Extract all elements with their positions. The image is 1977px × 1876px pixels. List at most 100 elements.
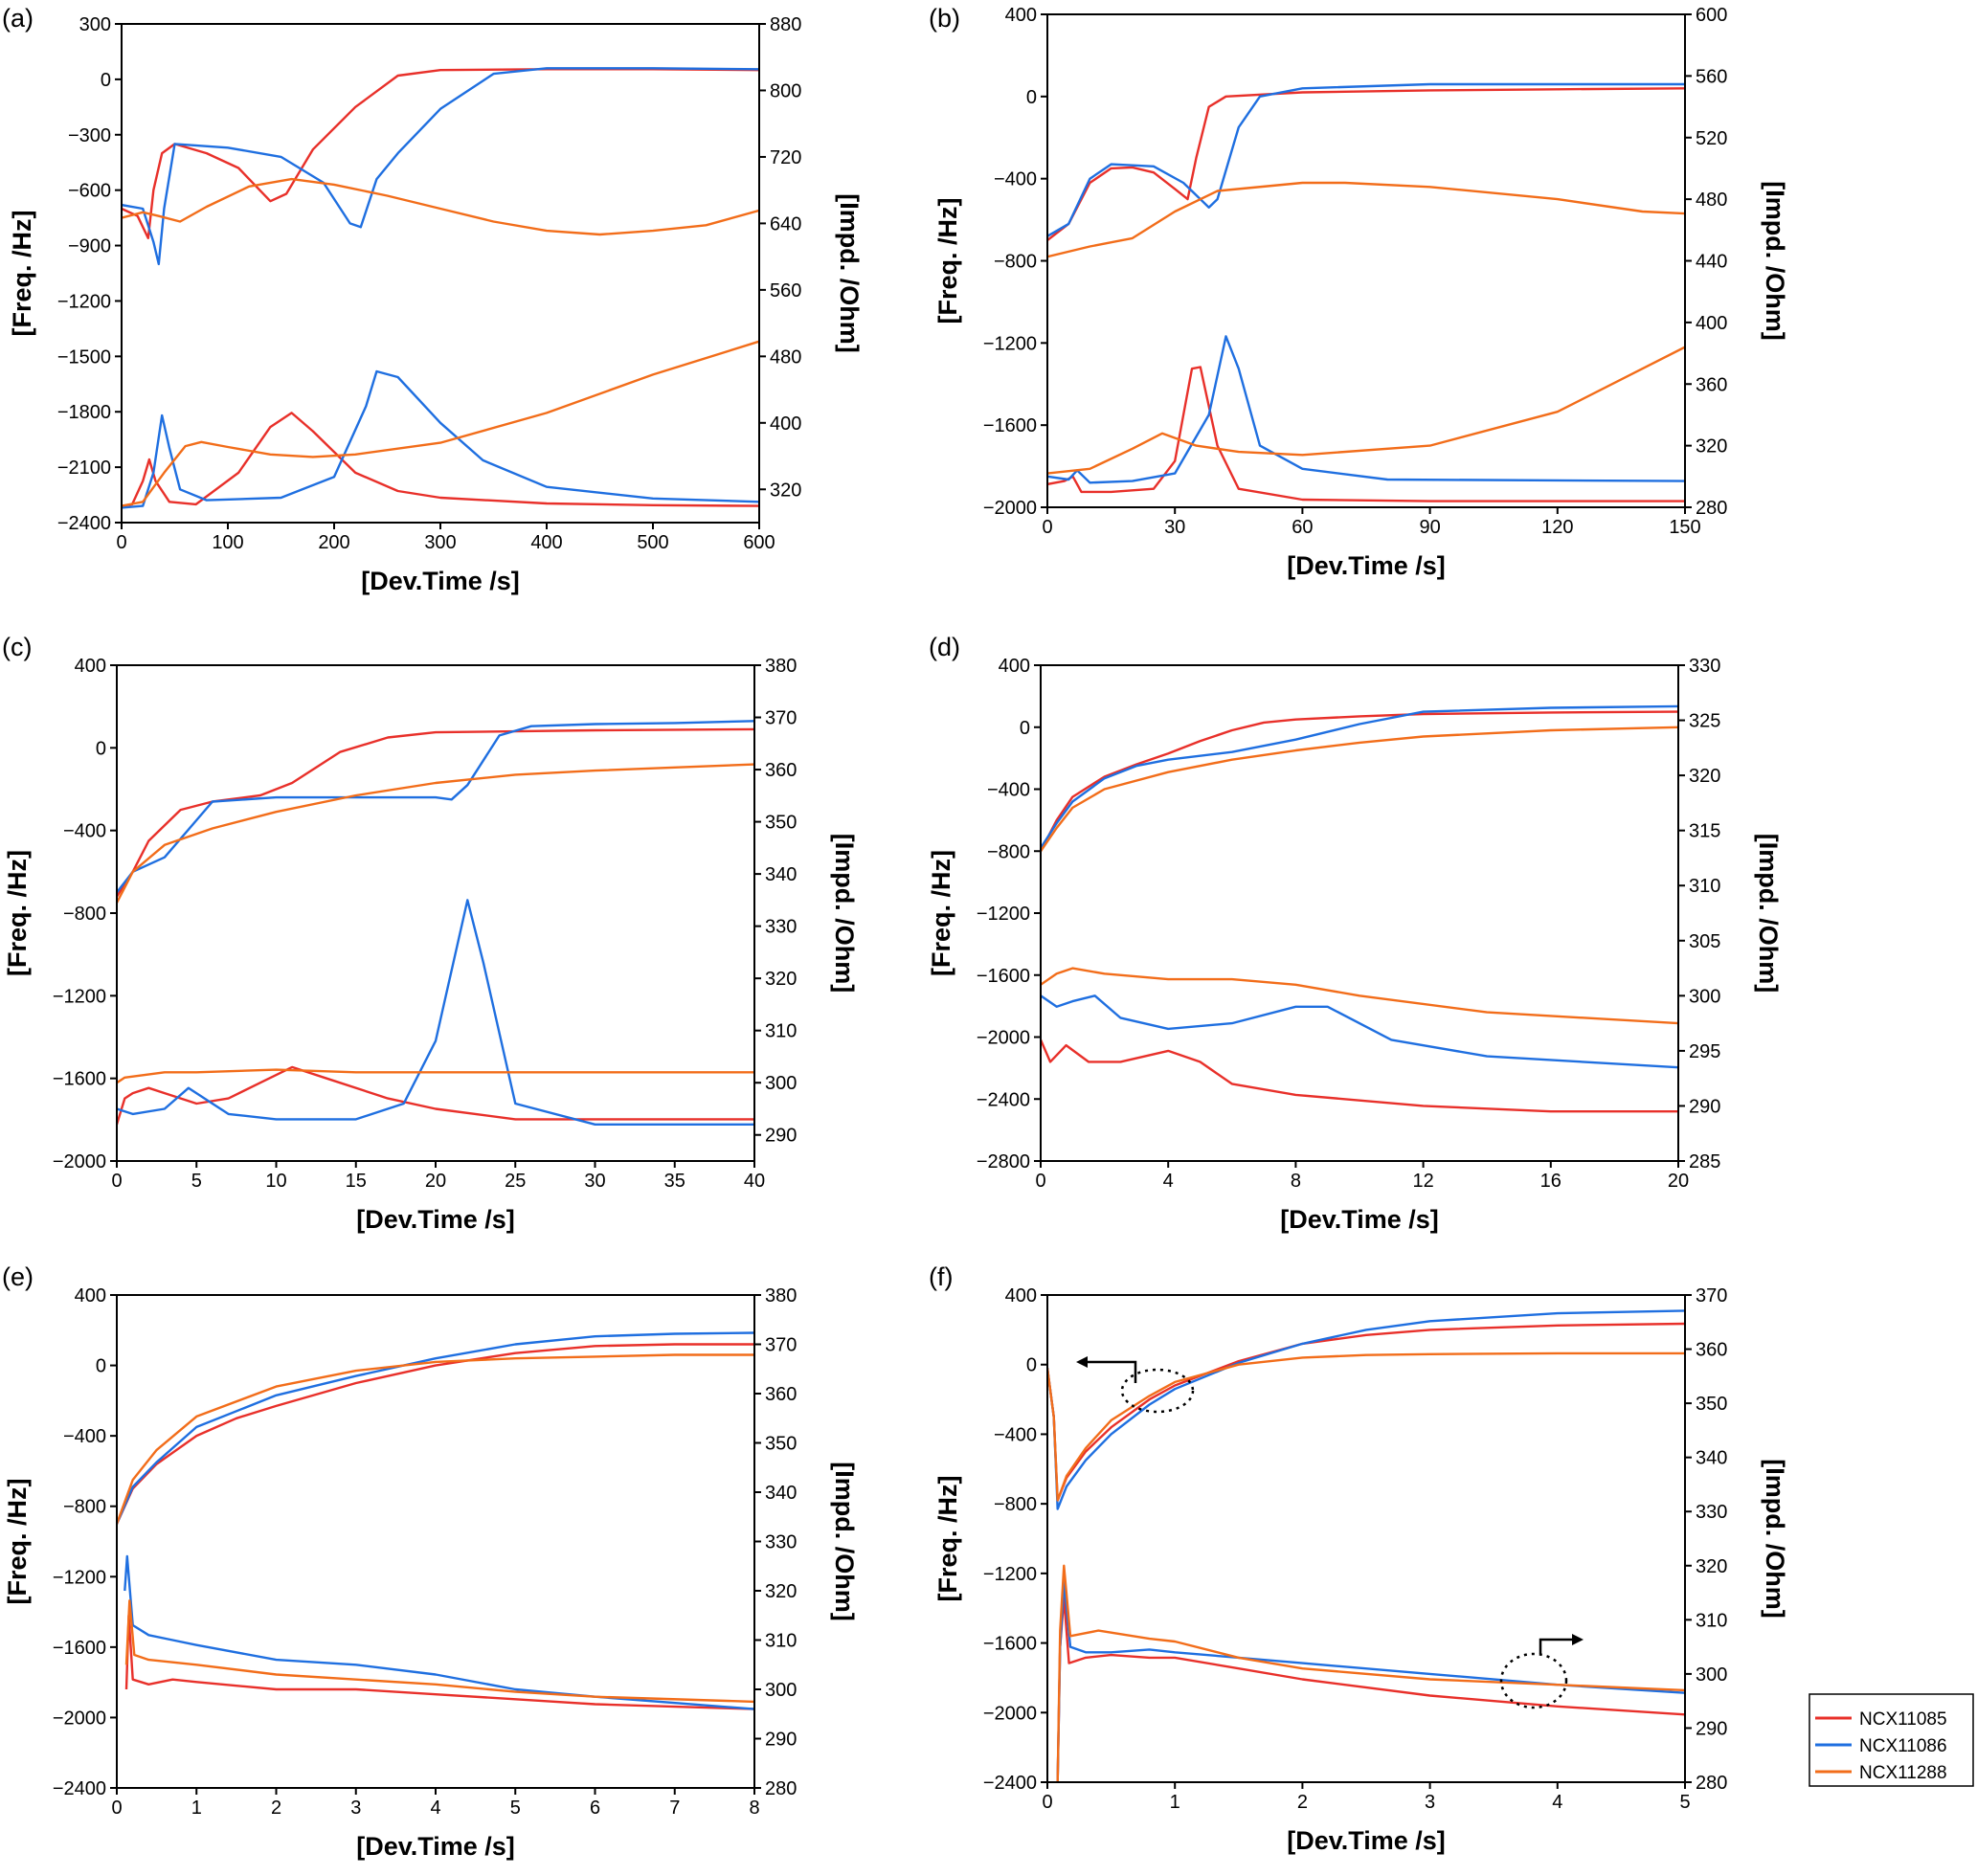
y2-tick-label: 320 [1689, 766, 1720, 787]
y-tick-label: 400 [1005, 5, 1037, 26]
x-axis-label: [Dev.Time /s] [1280, 1205, 1439, 1234]
series-line-ncx11086-y2 [117, 899, 754, 1126]
y2-tick-label: 370 [1696, 1285, 1727, 1306]
plot-frame [116, 664, 755, 1162]
panel-label: (e) [2, 1262, 34, 1291]
y2-tick-label: 370 [765, 1335, 797, 1356]
y2-tick-label: 280 [1696, 1773, 1727, 1794]
y-tick-label: −1200 [983, 333, 1037, 354]
y2-tick-label: 305 [1689, 931, 1720, 952]
y2-tick-label: 315 [1689, 821, 1720, 842]
chart-panel: (a) 0 100 200 300 400 500 600 −2400 −2100 −1800 −15… [2, 4, 864, 595]
series-line-ncx11085-y2 [124, 1614, 754, 1710]
series-line-ncx11288-y2 [122, 340, 759, 507]
y2-tick-label: 360 [765, 760, 797, 781]
x-tick-label: 1 [191, 1798, 202, 1819]
y2-tick-label: 380 [765, 1285, 797, 1306]
y2-axis-label: [Impd. /Ohm] [835, 193, 864, 352]
plot-frame [1046, 1294, 1686, 1783]
y-tick-label: 0 [1026, 87, 1037, 108]
x-tick-label: 0 [111, 1798, 122, 1819]
chart-panel: (f) 0 1 2 3 4 5 −2400 −2000 −1600 −1200 −800 −400 0 40… [929, 1262, 1789, 1855]
x-tick-label: 0 [1042, 517, 1052, 538]
chart-panel: (b) 0 30 60 90 120 150 −2000 −1600 −1200 −800 −400 0… [929, 4, 1789, 580]
y2-axis-label: [Impd. /Ohm] [1761, 1459, 1789, 1618]
y2-tick-label: 350 [1696, 1394, 1727, 1415]
x-tick-label: 0 [111, 1171, 122, 1192]
panel-label: (f) [929, 1262, 953, 1291]
x-tick-label: 150 [1669, 517, 1700, 538]
y2-tick-label: 300 [1689, 986, 1720, 1007]
series-line-ncx11086-y2 [1047, 335, 1685, 484]
y2-tick-label: 285 [1689, 1151, 1720, 1172]
x-tick-label: 2 [1297, 1792, 1308, 1813]
series-line-ncx11086-y [122, 67, 759, 266]
legend: NCX11085 NCX11086 NCX11288 [1809, 1693, 1974, 1787]
legend-label: NCX11288 [1859, 1763, 1947, 1783]
series-line-ncx11288-y2 [124, 1599, 754, 1704]
y2-tick-label: 320 [765, 969, 797, 990]
series-line-ncx11288-y2 [1041, 967, 1678, 1025]
x-tick-label: 400 [530, 532, 562, 553]
y-tick-label: −1200 [53, 1567, 106, 1588]
x-tick-label: 6 [590, 1798, 600, 1819]
y2-tick-label: 340 [1696, 1448, 1727, 1469]
x-tick-label: 8 [749, 1798, 759, 1819]
x-tick-label: 300 [424, 532, 456, 553]
y-tick-label: −1600 [977, 966, 1030, 987]
y-tick-label: −900 [68, 236, 111, 257]
y2-tick-label: 310 [765, 1631, 797, 1652]
y-tick-label: 400 [999, 656, 1030, 677]
x-axis-label: [Dev.Time /s] [356, 1832, 515, 1861]
y-tick-label: −1200 [977, 904, 1030, 925]
y2-tick-label: 300 [1696, 1664, 1727, 1686]
x-tick-label: 120 [1541, 517, 1573, 538]
y2-axis-label: [Impd. /Ohm] [830, 834, 859, 993]
series-line-ncx11086-y [1047, 1309, 1685, 1510]
y-tick-label: 0 [1026, 1355, 1037, 1376]
legend-label: NCX11085 [1859, 1709, 1947, 1730]
x-tick-label: 20 [1668, 1171, 1689, 1192]
x-tick-label: 60 [1292, 517, 1313, 538]
y-tick-label: −400 [994, 169, 1037, 190]
y2-tick-label: 480 [770, 346, 801, 368]
x-tick-label: 25 [505, 1171, 526, 1192]
series-line-ncx11086-y [117, 720, 754, 894]
y-axis-label: [Freq. /Hz] [3, 850, 32, 976]
y-tick-label: −2400 [977, 1089, 1030, 1110]
x-tick-label: 2 [271, 1798, 281, 1819]
y-tick-label: 0 [101, 70, 111, 91]
y-tick-label: −800 [994, 252, 1037, 273]
series-line-ncx11085-y2 [1056, 1597, 1685, 1782]
x-tick-label: 10 [265, 1171, 286, 1192]
y-tick-label: −1600 [983, 1634, 1037, 1655]
y2-tick-label: 640 [770, 213, 801, 234]
y2-tick-label: 310 [1689, 876, 1720, 897]
x-tick-label: 90 [1419, 517, 1440, 538]
y2-tick-label: 880 [770, 14, 801, 35]
x-tick-label: 12 [1412, 1171, 1433, 1192]
x-tick-label: 4 [1552, 1792, 1562, 1813]
series-line-ncx11085-y [117, 727, 754, 898]
x-tick-label: 500 [637, 532, 668, 553]
y-tick-label: −2800 [977, 1151, 1030, 1172]
x-tick-label: 100 [212, 532, 243, 553]
legend-label: NCX11086 [1859, 1736, 1947, 1756]
y-tick-label: −2400 [57, 513, 111, 534]
series-line-ncx11086-y [1047, 82, 1685, 237]
x-tick-label: 30 [1164, 517, 1185, 538]
x-tick-label: 4 [1163, 1171, 1174, 1192]
y2-tick-label: 325 [1689, 711, 1720, 732]
y2-tick-label: 400 [1696, 313, 1727, 334]
y2-tick-label: 340 [765, 1483, 797, 1504]
y-tick-label: 400 [1005, 1285, 1037, 1306]
series-line-ncx11085-y [117, 1343, 754, 1525]
y2-tick-label: 360 [765, 1384, 797, 1405]
left-arrowhead-icon [1076, 1356, 1088, 1368]
y-axis-label: [Freq. /Hz] [927, 850, 955, 976]
series-line-ncx11288-y2 [1047, 346, 1685, 475]
y2-tick-label: 480 [1696, 190, 1727, 211]
y2-tick-label: 350 [765, 813, 797, 834]
series-line-ncx11288-y [117, 1353, 754, 1525]
